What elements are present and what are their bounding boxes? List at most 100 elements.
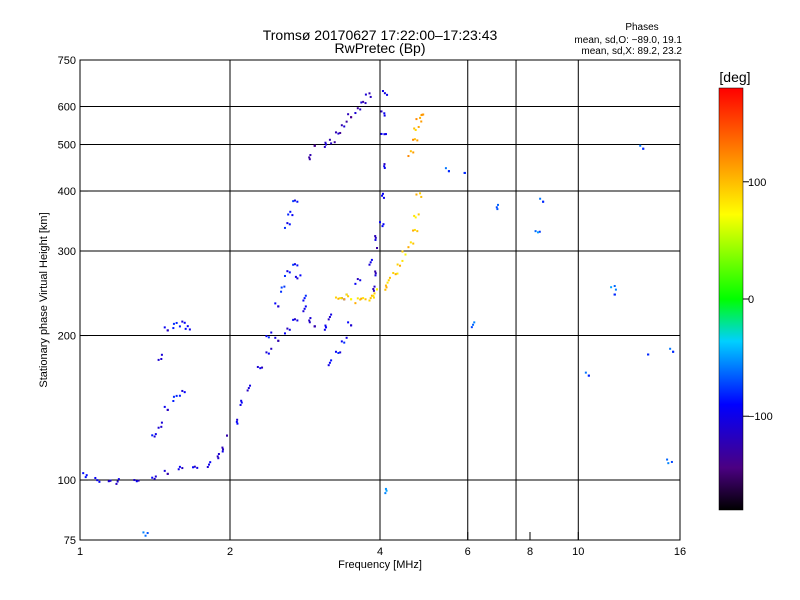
data-point: [153, 435, 156, 438]
data-point: [369, 297, 372, 300]
data-point: [259, 367, 262, 370]
data-point: [163, 405, 166, 408]
data-point: [157, 358, 160, 361]
data-point: [444, 167, 447, 170]
data-point: [291, 214, 294, 217]
data-point: [382, 196, 385, 199]
x-tick-label: 8: [527, 546, 533, 558]
data-point: [163, 469, 166, 472]
data-point: [407, 155, 410, 158]
data-point: [412, 229, 415, 232]
data-point: [404, 253, 407, 256]
data-point: [181, 389, 184, 392]
data-point: [364, 102, 367, 105]
data-point: [354, 302, 357, 305]
data-point: [296, 277, 299, 280]
data-point: [347, 113, 350, 116]
data-point: [221, 446, 224, 449]
data-point: [378, 221, 381, 224]
data-point: [613, 293, 616, 296]
data-point: [334, 131, 337, 134]
data-point: [265, 351, 268, 354]
data-point: [364, 93, 367, 96]
data-point: [296, 200, 299, 203]
data-point: [384, 492, 387, 495]
data-point: [412, 138, 415, 141]
phases-o-line: mean, sd,O: −89.0, 19.1: [574, 35, 682, 46]
y-tick-label: 200: [58, 331, 76, 343]
data-point: [240, 401, 243, 404]
data-point: [172, 400, 175, 403]
data-point: [160, 425, 163, 428]
data-point: [265, 335, 268, 338]
data-point: [153, 477, 156, 480]
y-tick-label: 100: [58, 475, 76, 487]
data-point: [328, 138, 331, 141]
data-point: [380, 132, 383, 135]
data-point: [283, 285, 286, 288]
data-point: [472, 323, 475, 326]
data-point: [146, 532, 149, 535]
data-point: [137, 479, 140, 482]
data-point: [288, 271, 291, 274]
data-point: [610, 286, 613, 289]
data-point: [116, 480, 119, 483]
y-axis-label: Stationary phase Virtual Height [km]: [38, 212, 50, 387]
data-point: [293, 199, 296, 202]
data-point: [374, 274, 377, 277]
data-point: [374, 270, 377, 273]
data-point: [302, 310, 305, 313]
data-point: [293, 263, 296, 266]
data-point: [412, 151, 415, 154]
data-point: [413, 228, 416, 231]
series-sporadic-low-frequency-echoes: [151, 320, 191, 438]
x-tick-label: 16: [674, 546, 686, 558]
data-point: [376, 247, 378, 250]
data-point: [288, 328, 291, 331]
data-point: [283, 226, 286, 229]
data-point: [337, 351, 340, 354]
data-point: [370, 294, 373, 297]
data-point: [135, 480, 138, 483]
data-point: [356, 107, 359, 110]
data-point: [308, 321, 311, 324]
data-point: [217, 453, 220, 456]
data-point: [370, 258, 373, 261]
data-point: [293, 318, 296, 321]
data-point: [383, 133, 386, 136]
data-point: [193, 465, 196, 468]
data-point: [413, 214, 416, 217]
data-point: [292, 200, 295, 203]
data-point: [536, 231, 539, 234]
data-point: [304, 305, 307, 308]
data-point: [584, 371, 587, 374]
data-point: [270, 347, 273, 350]
data-point: [374, 235, 377, 238]
data-point: [133, 479, 136, 482]
colorbar: [718, 87, 744, 511]
data-point: [587, 374, 590, 377]
data-point: [416, 139, 419, 142]
data-point: [280, 290, 283, 293]
data-point: [415, 193, 418, 196]
data-point: [163, 326, 166, 329]
data-point: [267, 336, 270, 339]
data-point: [323, 328, 326, 331]
data-point: [142, 531, 145, 534]
data-point: [613, 285, 616, 288]
data-point: [381, 194, 384, 197]
data-point: [235, 420, 238, 423]
data-point: [340, 340, 343, 343]
data-point: [296, 264, 299, 267]
data-point: [417, 125, 420, 128]
data-point: [267, 352, 270, 355]
data-point: [339, 131, 342, 134]
data-point: [386, 93, 389, 96]
data-point: [296, 319, 299, 322]
data-point: [496, 208, 499, 211]
data-point: [376, 288, 378, 291]
data-point: [347, 295, 350, 298]
y-axis-ticks: 75 100 200 300 400 500 600 750: [58, 55, 88, 547]
series-scattered-mid-band-echoes: [265, 199, 353, 367]
y-tick-label: 75: [64, 535, 76, 547]
